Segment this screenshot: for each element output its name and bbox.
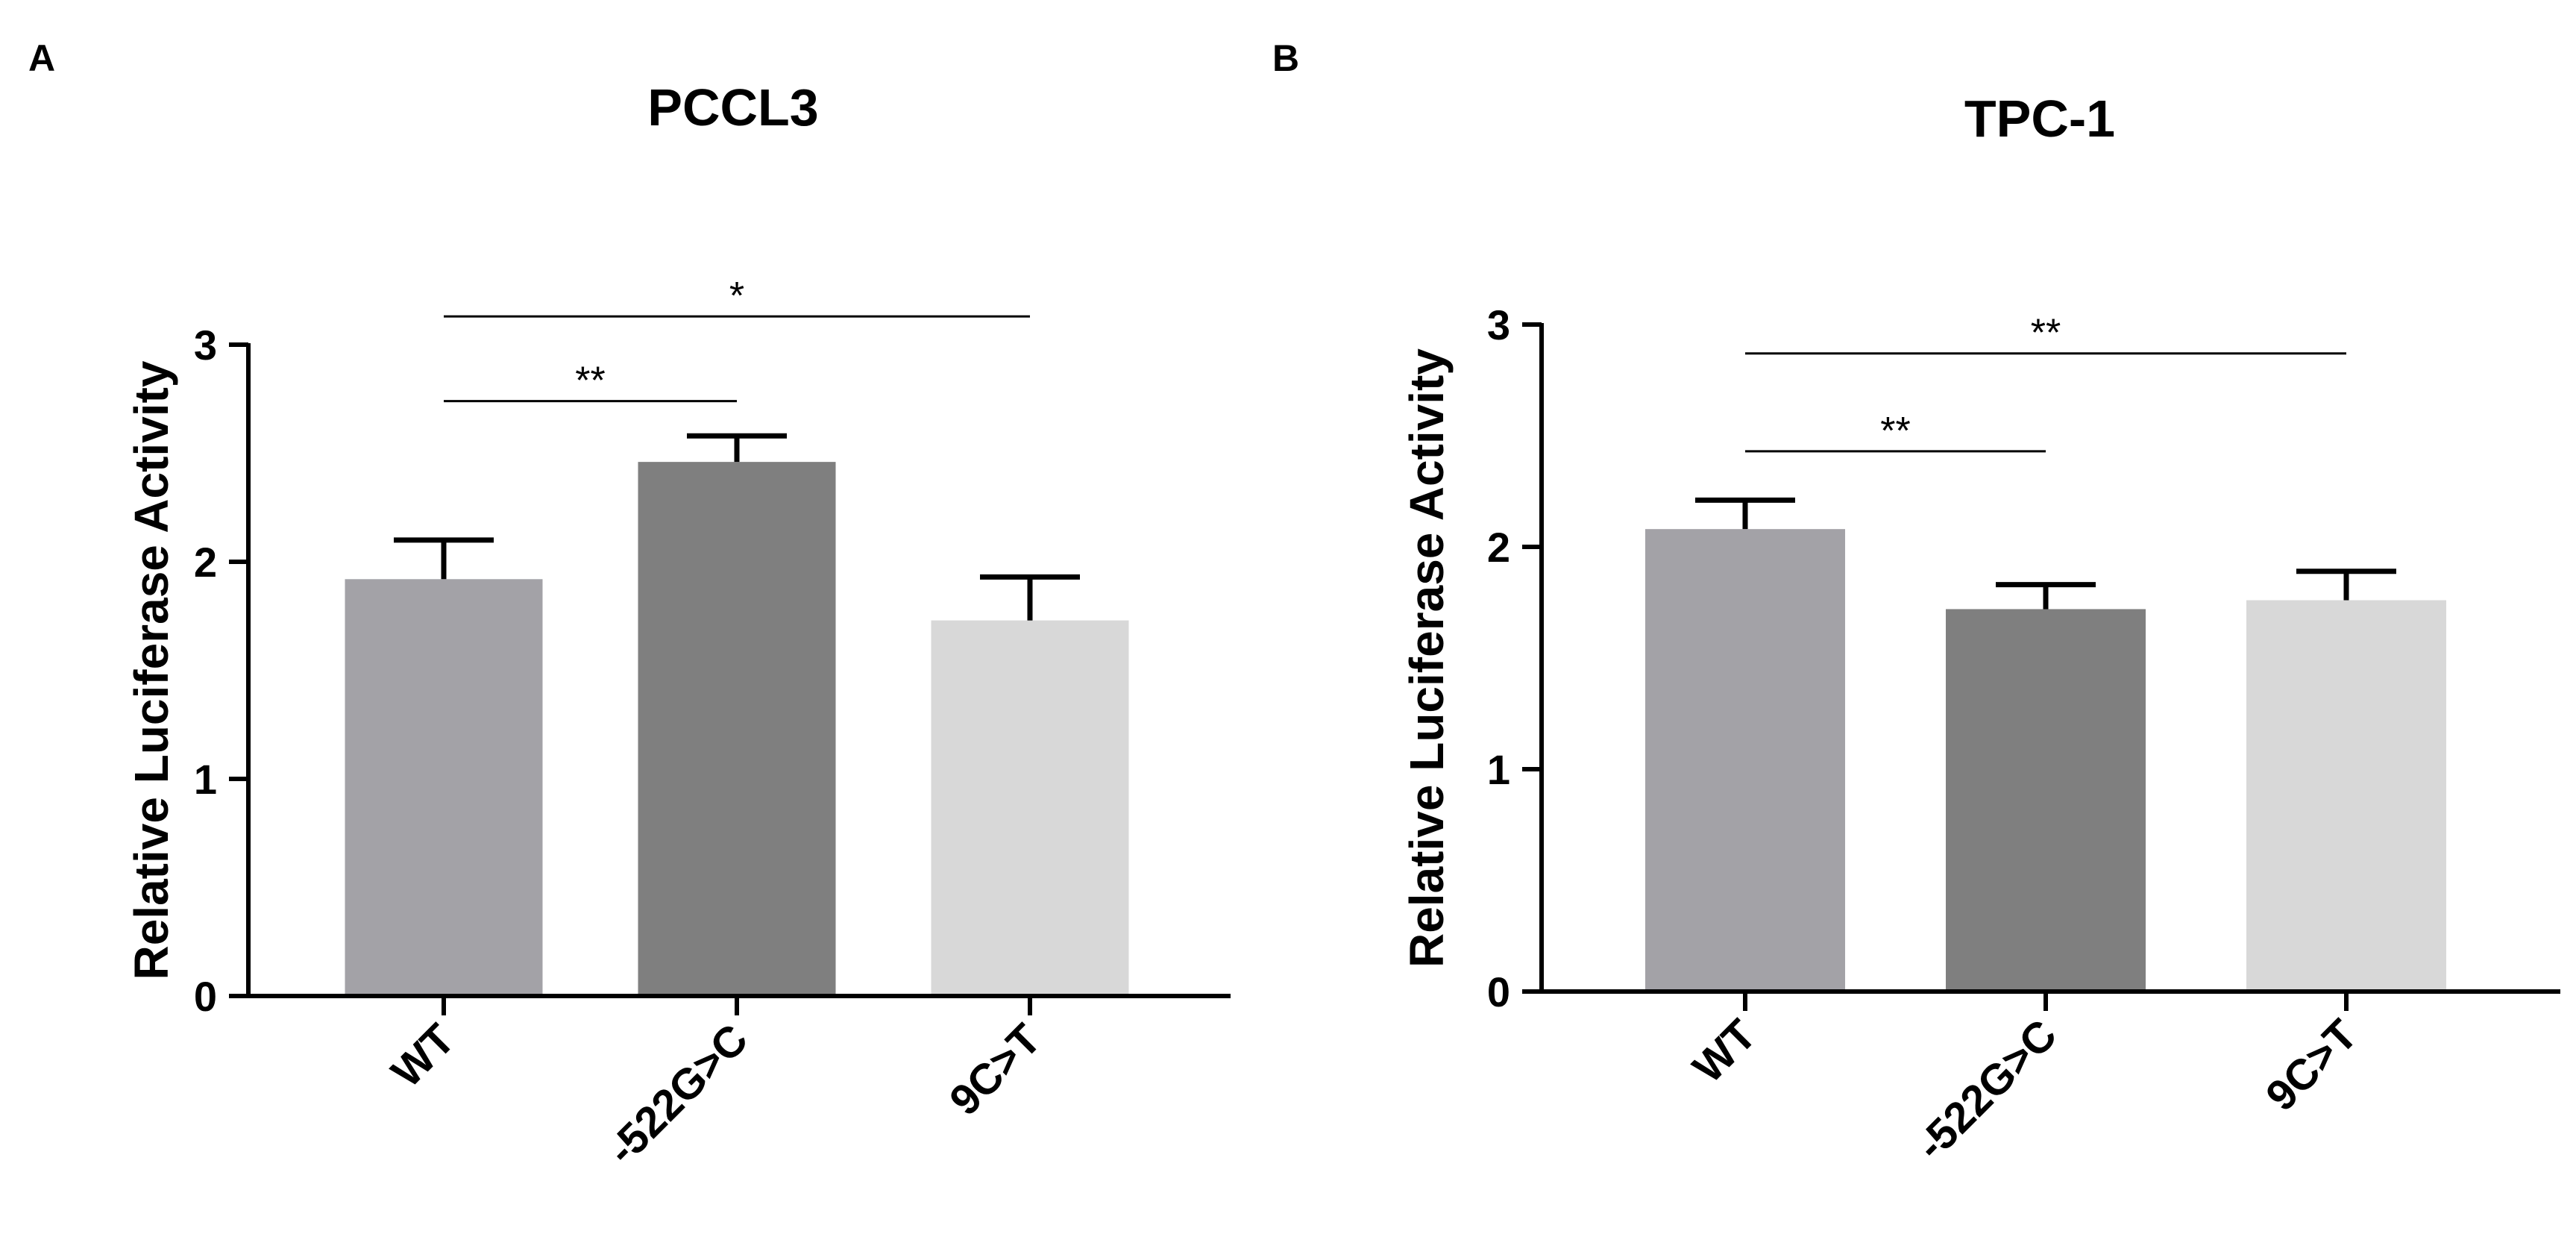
panel-a-letter: A xyxy=(28,37,55,79)
panel-a-bar-2 xyxy=(931,620,1129,996)
panel-a-y-tick-label-0: 0 xyxy=(194,973,217,1020)
panel-b-y-tick-label-1: 1 xyxy=(1487,746,1510,793)
panel-a-significance-label-0: ** xyxy=(575,360,605,403)
panel-b-y-tick-label-2: 2 xyxy=(1487,524,1510,571)
panel-a-y-tick-label-3: 3 xyxy=(194,322,217,369)
panel-a-bar-0 xyxy=(345,579,543,996)
panel-b-significance-label-0: ** xyxy=(1880,410,1910,453)
panel-b-y-tick-label-3: 3 xyxy=(1487,301,1510,348)
panel-a-bar-1 xyxy=(638,462,836,996)
panel-b-y-tick-label-0: 0 xyxy=(1487,968,1510,1015)
panel-b-bar-1 xyxy=(1946,609,2146,992)
panel-b-title: TPC-1 xyxy=(1964,90,2115,148)
panel-a-title: PCCL3 xyxy=(647,78,818,137)
panel-a-y-tick-label-1: 1 xyxy=(194,756,217,803)
panel-b-y-axis-label: Relative Luciferase Activity xyxy=(1400,348,1454,968)
panel-b-bar-0 xyxy=(1645,529,1845,992)
panel-a-y-axis-label: Relative Luciferase Activity xyxy=(125,360,178,980)
panel-b-letter: B xyxy=(1272,37,1299,79)
panel-b-significance-label-1: ** xyxy=(2031,312,2061,355)
panel-b-bar-2 xyxy=(2246,600,2446,992)
panel-a-y-tick-label-2: 2 xyxy=(194,539,217,586)
panel-a-significance-label-1: * xyxy=(729,275,744,318)
